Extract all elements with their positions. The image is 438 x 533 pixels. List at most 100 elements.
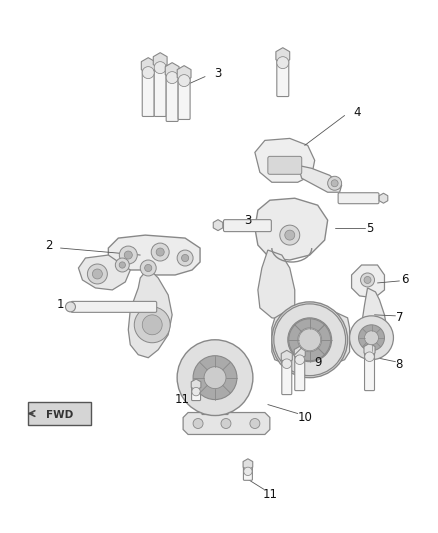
Polygon shape xyxy=(281,350,292,363)
Circle shape xyxy=(156,248,164,256)
Circle shape xyxy=(119,262,125,268)
Circle shape xyxy=(272,302,348,378)
Text: 3: 3 xyxy=(244,214,251,227)
Circle shape xyxy=(364,331,378,345)
Text: 1: 1 xyxy=(57,298,64,311)
FancyBboxPatch shape xyxy=(142,68,154,117)
FancyBboxPatch shape xyxy=(178,76,190,119)
Circle shape xyxy=(360,273,374,287)
Polygon shape xyxy=(200,385,230,415)
Circle shape xyxy=(166,71,178,84)
FancyBboxPatch shape xyxy=(277,58,289,96)
Text: 9: 9 xyxy=(314,356,321,369)
Polygon shape xyxy=(183,413,270,434)
Circle shape xyxy=(124,251,132,259)
FancyBboxPatch shape xyxy=(223,220,271,232)
FancyBboxPatch shape xyxy=(244,466,252,480)
Polygon shape xyxy=(379,193,388,203)
FancyBboxPatch shape xyxy=(71,301,157,312)
FancyBboxPatch shape xyxy=(191,386,201,401)
Polygon shape xyxy=(191,379,201,390)
Circle shape xyxy=(177,250,193,266)
Circle shape xyxy=(178,75,190,86)
Circle shape xyxy=(365,352,374,361)
Circle shape xyxy=(299,329,321,351)
Circle shape xyxy=(145,264,152,272)
Polygon shape xyxy=(190,345,240,398)
Circle shape xyxy=(277,56,289,69)
Circle shape xyxy=(359,325,385,351)
Text: 11: 11 xyxy=(175,393,190,406)
FancyBboxPatch shape xyxy=(166,72,178,122)
Circle shape xyxy=(282,359,292,368)
Polygon shape xyxy=(272,312,350,365)
Circle shape xyxy=(221,418,231,429)
Circle shape xyxy=(350,316,393,360)
Polygon shape xyxy=(177,66,191,82)
Text: 5: 5 xyxy=(366,222,373,235)
Circle shape xyxy=(119,246,137,264)
Circle shape xyxy=(193,418,203,429)
Circle shape xyxy=(134,307,170,343)
Polygon shape xyxy=(352,265,385,298)
Text: 4: 4 xyxy=(354,106,361,119)
Circle shape xyxy=(177,340,253,416)
Polygon shape xyxy=(128,268,172,358)
Polygon shape xyxy=(213,220,223,231)
Circle shape xyxy=(285,230,295,240)
Circle shape xyxy=(88,264,107,284)
Circle shape xyxy=(151,243,169,261)
FancyBboxPatch shape xyxy=(268,156,302,174)
Text: 10: 10 xyxy=(297,411,312,424)
Polygon shape xyxy=(255,198,328,260)
Text: 2: 2 xyxy=(45,239,52,252)
Circle shape xyxy=(289,319,331,361)
Circle shape xyxy=(280,225,300,245)
Circle shape xyxy=(204,367,226,389)
Text: 7: 7 xyxy=(396,311,403,325)
Circle shape xyxy=(193,356,237,400)
Circle shape xyxy=(142,315,162,335)
FancyBboxPatch shape xyxy=(338,193,379,204)
FancyBboxPatch shape xyxy=(154,63,166,117)
Circle shape xyxy=(181,254,189,262)
FancyBboxPatch shape xyxy=(282,359,292,394)
Polygon shape xyxy=(258,250,295,320)
Circle shape xyxy=(298,328,321,352)
Circle shape xyxy=(115,258,129,272)
Polygon shape xyxy=(153,53,167,69)
Circle shape xyxy=(244,467,252,475)
Text: 11: 11 xyxy=(262,488,277,501)
Circle shape xyxy=(140,260,156,276)
Polygon shape xyxy=(141,58,155,74)
Polygon shape xyxy=(255,139,314,182)
Circle shape xyxy=(192,387,200,396)
Circle shape xyxy=(142,67,154,78)
Circle shape xyxy=(66,302,75,312)
Polygon shape xyxy=(108,235,200,275)
Polygon shape xyxy=(276,47,290,63)
Polygon shape xyxy=(294,346,305,359)
Circle shape xyxy=(92,269,102,279)
FancyBboxPatch shape xyxy=(364,352,374,391)
Circle shape xyxy=(288,318,332,362)
Text: FWD: FWD xyxy=(46,409,73,419)
Polygon shape xyxy=(364,343,375,356)
Polygon shape xyxy=(298,165,342,192)
Text: 8: 8 xyxy=(396,358,403,371)
Text: 3: 3 xyxy=(214,67,222,80)
Polygon shape xyxy=(243,459,253,470)
Polygon shape xyxy=(165,63,179,78)
Circle shape xyxy=(154,62,166,74)
Circle shape xyxy=(295,355,304,365)
FancyBboxPatch shape xyxy=(295,355,305,391)
Polygon shape xyxy=(78,255,130,290)
Circle shape xyxy=(328,176,342,190)
Text: 6: 6 xyxy=(401,273,408,286)
FancyBboxPatch shape xyxy=(28,401,92,425)
Circle shape xyxy=(331,180,338,187)
Circle shape xyxy=(250,418,260,429)
Circle shape xyxy=(364,277,371,284)
Circle shape xyxy=(274,304,346,376)
Polygon shape xyxy=(361,288,388,348)
